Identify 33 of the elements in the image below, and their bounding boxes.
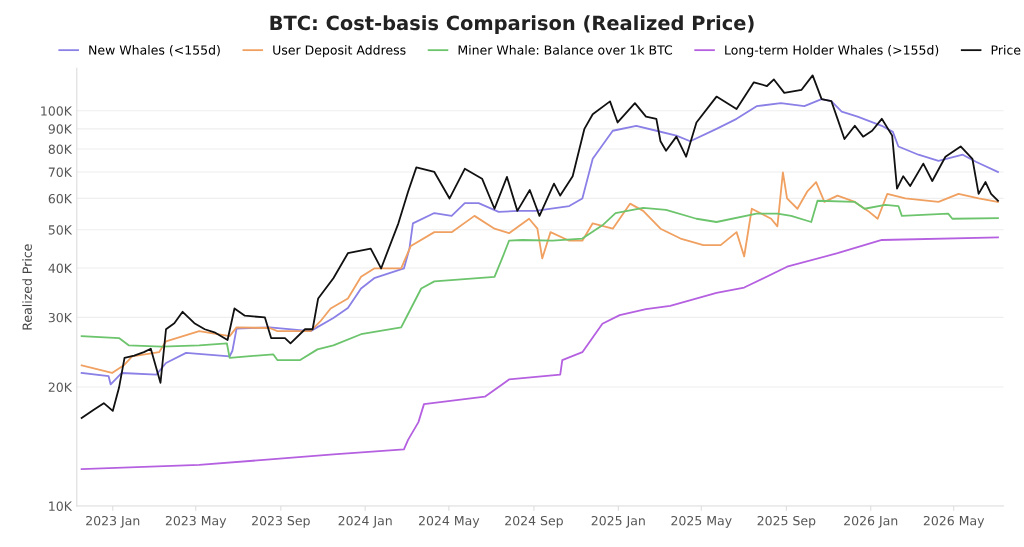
x-tick-label: 2023 Sep: [252, 515, 310, 528]
y-tick-label: 50K: [48, 225, 73, 235]
line-series: [80, 236, 999, 470]
line-series: [80, 98, 999, 386]
chart-title: BTC: Cost-basis Comparison (Realized Price): [270, 15, 754, 35]
y-tick-label: 20K: [48, 382, 73, 392]
x-tick-label: 2024 May: [418, 515, 480, 528]
x-tick-label: 2024 Jan: [338, 515, 392, 528]
legend-label: Price: [991, 45, 1021, 55]
x-tick-label: 2026 Jan: [844, 515, 898, 528]
line-series: [80, 199, 999, 361]
x-tick-label: 2025 May: [671, 515, 732, 528]
x-tick-label: 2024 Sep: [505, 515, 563, 528]
y-tick-label: 70K: [48, 167, 73, 177]
x-tick-label: 2025 Jan: [591, 515, 645, 528]
y-tick-label: 60K: [48, 193, 73, 204]
y-tick-label: 10K: [49, 501, 73, 511]
x-tick-label: 2023 Jan: [86, 515, 140, 528]
legend-label: User Deposit Address: [273, 45, 406, 58]
y-tick-label: 90K: [48, 124, 73, 134]
y-axis-title: Realized Price: [22, 244, 32, 330]
y-tick-label: 30K: [48, 312, 73, 323]
y-tick-label: 40K: [48, 263, 73, 273]
x-tick-label: 2026 May: [923, 515, 985, 528]
x-tick-label: 2025 Sep: [757, 515, 816, 528]
y-tick-label: 80K: [48, 144, 73, 154]
y-tick-label: 100K: [41, 106, 73, 116]
line-series: [80, 74, 999, 419]
x-tick-label: 2023 May: [165, 515, 227, 528]
line-series: [80, 171, 999, 374]
legend-label: Long-term Holder Whales (>155d): [725, 45, 939, 58]
legend-label: Miner Whale: Balance over 1k BTC: [458, 45, 673, 55]
legend-label: New Whales (<155d): [89, 45, 220, 57]
